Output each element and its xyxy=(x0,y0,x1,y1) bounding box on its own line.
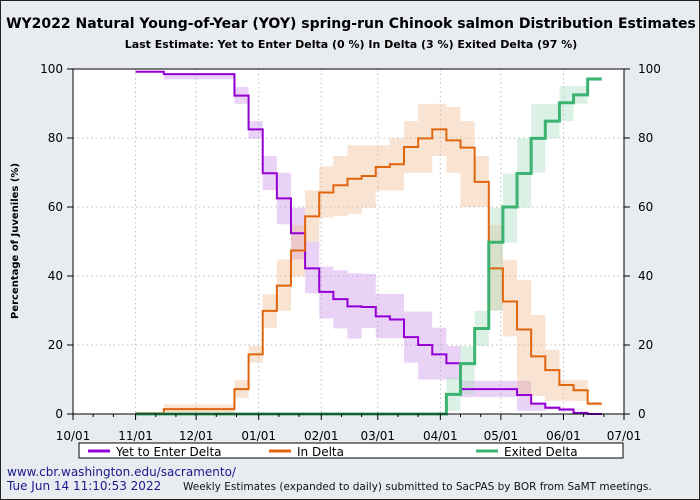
y-tick-label-right: 0 xyxy=(638,407,646,421)
x-tick-label: 11/01 xyxy=(118,429,153,443)
band-yet-to-enter-delta xyxy=(220,73,235,80)
y-tick-label-left: 60 xyxy=(48,200,63,214)
y-tick-label-right: 20 xyxy=(638,338,653,352)
band-in-delta xyxy=(559,380,574,401)
band-yet-to-enter-delta xyxy=(163,73,178,80)
band-in-delta xyxy=(545,349,560,401)
x-tick-label: 04/01 xyxy=(423,429,458,443)
legend-label-yet-to-enter-delta: Yet to Enter Delta xyxy=(115,445,222,459)
x-tick-label: 07/01 xyxy=(607,429,642,443)
band-yet-to-enter-delta xyxy=(531,403,546,411)
y-tick-label-right: 60 xyxy=(638,200,653,214)
legend-box xyxy=(78,442,624,459)
band-in-delta xyxy=(460,121,475,207)
band-yet-to-enter-delta xyxy=(361,273,376,329)
x-tick-label: 06/01 xyxy=(546,429,581,443)
legend-label-in-delta: In Delta xyxy=(297,445,344,459)
y-axis-label: Percentage of Juveniles (%) xyxy=(10,163,21,319)
band-exited-delta xyxy=(488,207,503,311)
chart-subtitle: Last Estimate: Yet to Enter Delta (0 %) … xyxy=(125,38,578,51)
plot-frame xyxy=(72,68,625,415)
line-yet-to-enter-delta xyxy=(135,70,602,415)
y-tick-label-left: 40 xyxy=(48,269,63,283)
x-tick-label: 05/01 xyxy=(484,429,519,443)
band-yet-to-enter-delta xyxy=(206,73,221,80)
y-tick-label-left: 100 xyxy=(40,62,63,76)
band-yet-to-enter-delta xyxy=(177,73,193,80)
band-exited-delta xyxy=(460,346,475,395)
legend: Yet to Enter Delta In Delta Exited Delta xyxy=(78,442,624,459)
y-tick-label-right: 80 xyxy=(638,131,653,145)
footnote: Weekly Estimates (expanded to daily) sub… xyxy=(183,481,652,493)
timestamp: Tue Jun 14 11:10:53 2022 xyxy=(6,479,161,493)
y-tick-label-left: 20 xyxy=(48,338,63,352)
band-in-delta xyxy=(517,280,532,397)
y-tick-label-left: 0 xyxy=(55,407,63,421)
x-tick-label: 01/01 xyxy=(241,429,276,443)
band-yet-to-enter-delta xyxy=(389,293,405,339)
line-in-delta xyxy=(135,128,602,415)
x-tick-label: 03/01 xyxy=(360,429,395,443)
source-url[interactable]: www.cbr.washington.edu/sacramento/ xyxy=(7,465,237,479)
x-tick-label: 02/01 xyxy=(304,429,339,443)
band-yet-to-enter-delta xyxy=(192,73,207,80)
y-tick-label-left: 80 xyxy=(48,131,63,145)
x-tick-label: 12/01 xyxy=(179,429,214,443)
x-tick-label: 10/01 xyxy=(56,429,91,443)
y-tick-label-right: 40 xyxy=(638,269,653,283)
y-tick-label-right: 100 xyxy=(638,62,661,76)
band-in-delta xyxy=(502,259,518,337)
axes: 10/01 11/01 12/01 01/01 02/01 03/01 04/01 05/01… xyxy=(40,62,661,443)
chart-title: WY2022 Natural Young-of-Year (YOY) sprin… xyxy=(6,16,696,32)
legend-label-exited-delta: Exited Delta xyxy=(504,445,578,459)
